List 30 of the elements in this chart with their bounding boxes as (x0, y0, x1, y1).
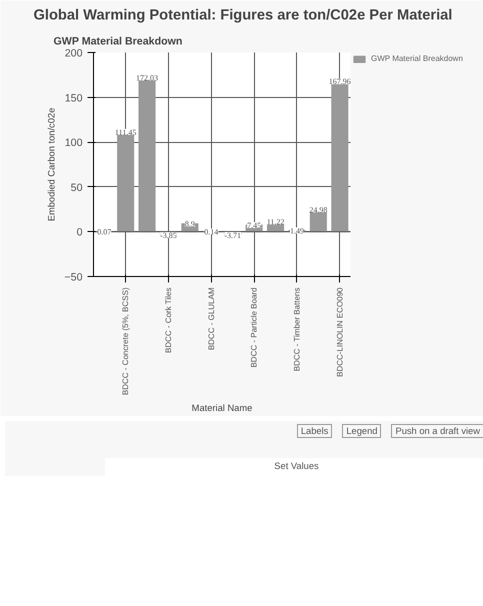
y-tick-label: −50 (64, 272, 83, 284)
data-label: 0.14 (204, 228, 218, 237)
data-label: 0.07 (97, 228, 112, 237)
data-label: 167.96 (328, 77, 351, 86)
text: Legend (342, 424, 382, 438)
data-label: 11.22 (266, 218, 284, 227)
y-tick-label: 150 (64, 92, 83, 104)
y-tick-label: 200 (64, 48, 83, 60)
text: Labels (296, 424, 332, 438)
chart-title: Global Warming Potential: Figures are ton/C02e Per Material (34, 8, 452, 24)
data-label: 111.45 (114, 128, 136, 137)
x-tick-label: BDCC - GLULAM (206, 287, 216, 350)
y-tick-label: 100 (64, 137, 83, 150)
x-axis-title: Material Name (192, 403, 252, 414)
x-tick-label: BDCC-LINOLIN ECO090 (335, 286, 344, 377)
y-tick-label: 50 (70, 182, 83, 194)
data-label: 7.45 (247, 221, 262, 230)
x-tick-label: BDCC - Cork Tiles (164, 288, 173, 353)
text: Push on a draft view (391, 424, 483, 438)
x-tick-label: BDCC - Particle Board (250, 287, 259, 368)
y-tick-label: 0 (76, 226, 83, 239)
data-label: 8.9 (184, 220, 195, 229)
x-tick-label: BDCC - Concrete (5%, BCSS) (121, 287, 130, 396)
data-label: 24.98 (309, 205, 328, 214)
chart-subtitle: GWP Material Breakdown (54, 36, 182, 48)
text: Set Values (105, 458, 483, 476)
legend-label: GWP Material Breakdown (371, 54, 463, 63)
y-axis-title: Embodied Carbon ton/c02e (46, 108, 56, 222)
data-label: 172.03 (136, 74, 158, 83)
x-tick-label: BDCC - Timber Battens (292, 288, 302, 372)
